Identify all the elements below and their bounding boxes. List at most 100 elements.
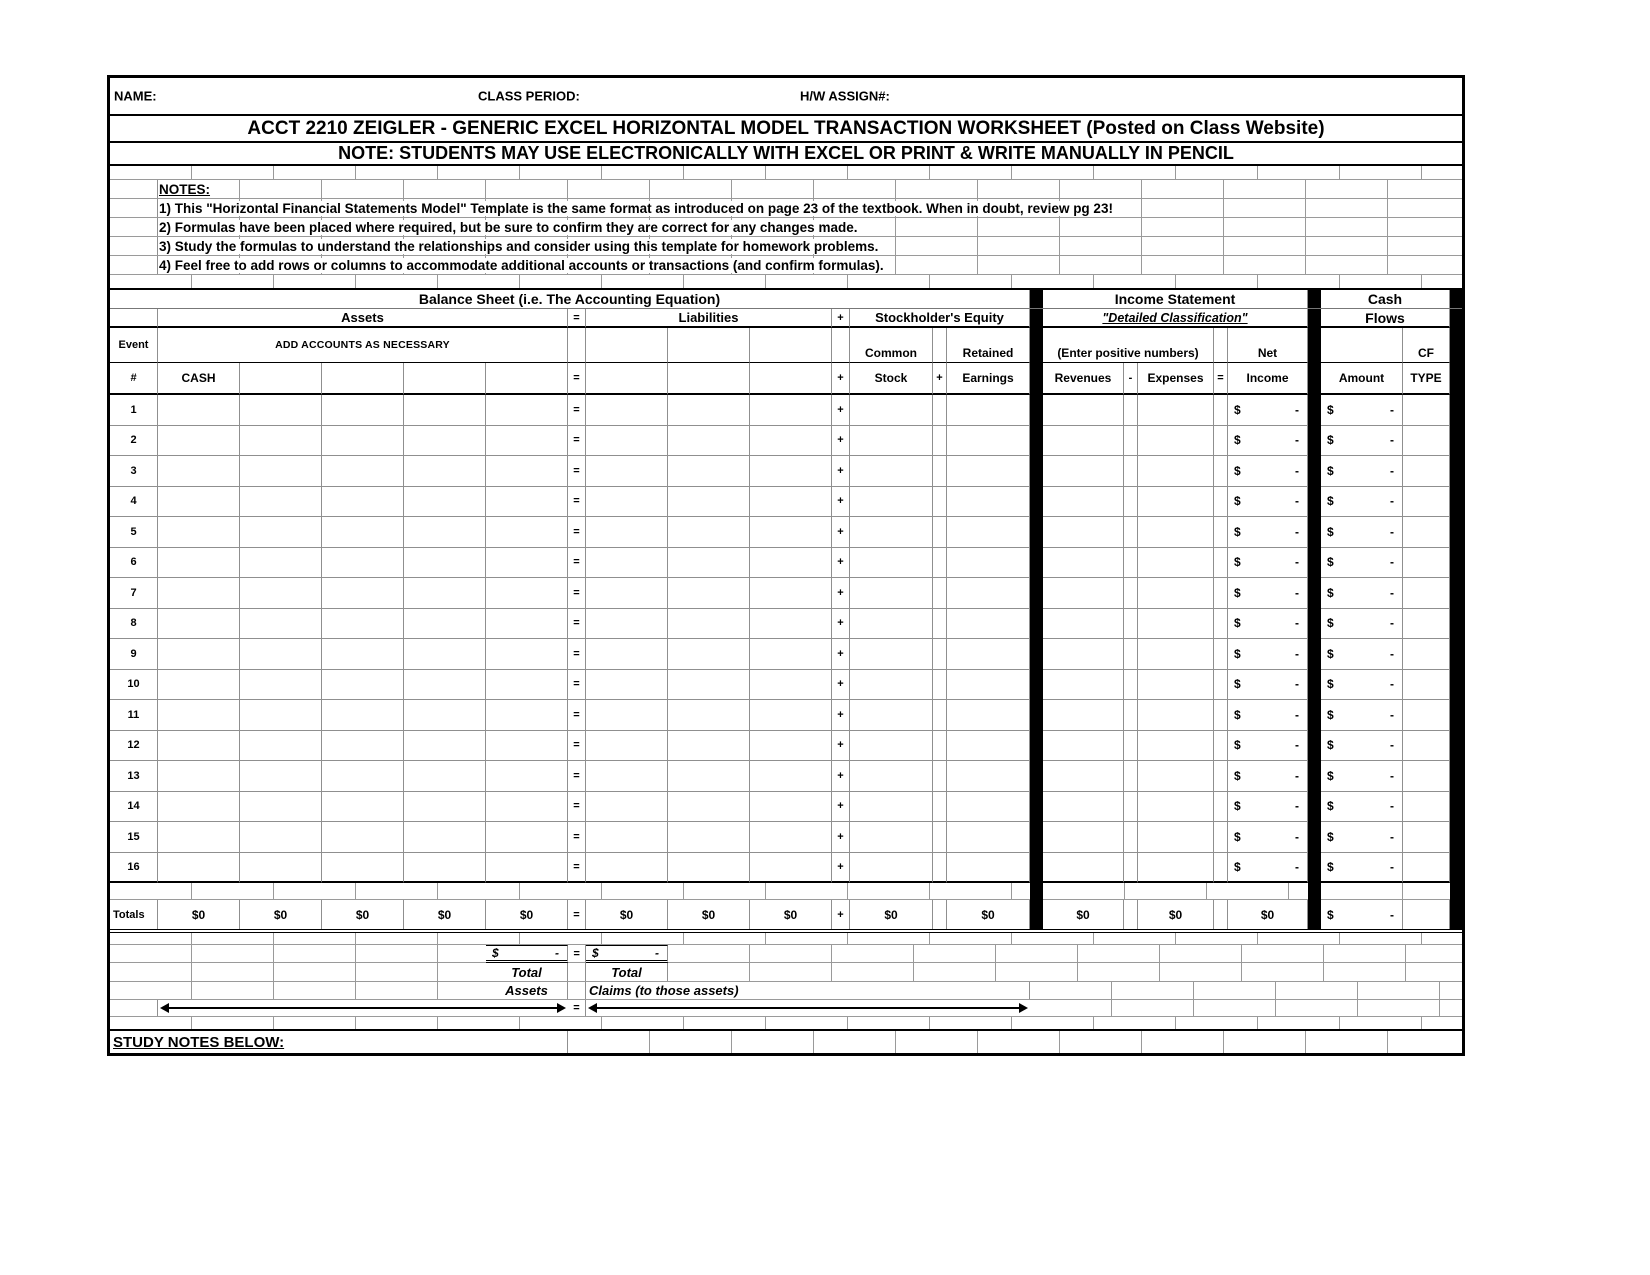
asset-cell[interactable] xyxy=(486,578,568,609)
asset-cell[interactable] xyxy=(322,456,404,487)
asset-cell[interactable] xyxy=(404,517,486,548)
liability-header-cell[interactable] xyxy=(586,363,668,395)
asset-cell[interactable] xyxy=(486,822,568,853)
asset-cell[interactable] xyxy=(240,547,322,578)
asset-cell[interactable] xyxy=(240,822,322,853)
revenues-cell[interactable] xyxy=(1043,791,1124,822)
liability-header-cell[interactable] xyxy=(668,363,750,395)
revenues-cell[interactable] xyxy=(1043,456,1124,487)
asset-header-cell[interactable] xyxy=(404,363,486,395)
asset-cell[interactable] xyxy=(158,791,240,822)
asset-cell[interactable] xyxy=(322,547,404,578)
liability-cell[interactable] xyxy=(750,395,832,426)
common-stock-cell[interactable] xyxy=(850,425,933,456)
liability-cell[interactable] xyxy=(668,852,750,883)
liability-cell[interactable] xyxy=(750,852,832,883)
liability-cell[interactable] xyxy=(586,700,668,731)
asset-cell[interactable] xyxy=(322,761,404,792)
liability-cell[interactable] xyxy=(586,456,668,487)
asset-cell[interactable] xyxy=(158,517,240,548)
cash-flow-type-cell[interactable] xyxy=(1403,791,1450,822)
asset-cell[interactable] xyxy=(404,639,486,670)
liability-cell[interactable] xyxy=(668,578,750,609)
asset-cell[interactable] xyxy=(240,395,322,426)
asset-cell[interactable] xyxy=(158,456,240,487)
retained-earnings-cell[interactable] xyxy=(947,395,1030,426)
asset-cell[interactable] xyxy=(240,730,322,761)
asset-cell[interactable] xyxy=(240,791,322,822)
liability-cell[interactable] xyxy=(750,669,832,700)
asset-cell[interactable] xyxy=(486,486,568,517)
asset-cell[interactable] xyxy=(322,639,404,670)
asset-cell[interactable] xyxy=(158,578,240,609)
liability-cell[interactable] xyxy=(586,730,668,761)
retained-earnings-cell[interactable] xyxy=(947,425,1030,456)
asset-cell[interactable] xyxy=(404,608,486,639)
asset-cell[interactable] xyxy=(404,852,486,883)
cash-flow-type-cell[interactable] xyxy=(1403,517,1450,548)
asset-cell[interactable] xyxy=(486,730,568,761)
common-stock-cell[interactable] xyxy=(850,761,933,792)
retained-earnings-cell[interactable] xyxy=(947,639,1030,670)
retained-earnings-cell[interactable] xyxy=(947,822,1030,853)
asset-cell[interactable] xyxy=(404,761,486,792)
liability-cell[interactable] xyxy=(668,425,750,456)
asset-cell[interactable] xyxy=(158,547,240,578)
expenses-cell[interactable] xyxy=(1138,669,1214,700)
liability-cell[interactable] xyxy=(750,791,832,822)
retained-earnings-cell[interactable] xyxy=(947,791,1030,822)
asset-cell[interactable] xyxy=(486,639,568,670)
expenses-cell[interactable] xyxy=(1138,425,1214,456)
common-stock-cell[interactable] xyxy=(850,730,933,761)
liability-cell[interactable] xyxy=(586,822,668,853)
liability-cell[interactable] xyxy=(750,578,832,609)
liability-cell[interactable] xyxy=(750,700,832,731)
common-stock-cell[interactable] xyxy=(850,608,933,639)
revenues-cell[interactable] xyxy=(1043,822,1124,853)
revenues-cell[interactable] xyxy=(1043,395,1124,426)
common-stock-cell[interactable] xyxy=(850,547,933,578)
revenues-cell[interactable] xyxy=(1043,578,1124,609)
liability-cell[interactable] xyxy=(668,395,750,426)
retained-earnings-cell[interactable] xyxy=(947,761,1030,792)
asset-cell[interactable] xyxy=(404,822,486,853)
liability-cell[interactable] xyxy=(668,639,750,670)
liability-cell[interactable] xyxy=(668,456,750,487)
liability-cell[interactable] xyxy=(668,517,750,548)
asset-cell[interactable] xyxy=(158,486,240,517)
asset-cell[interactable] xyxy=(322,578,404,609)
asset-cell[interactable] xyxy=(322,425,404,456)
expenses-cell[interactable] xyxy=(1138,486,1214,517)
liability-cell[interactable] xyxy=(586,578,668,609)
cash-flow-type-cell[interactable] xyxy=(1403,669,1450,700)
asset-cell[interactable] xyxy=(240,486,322,517)
expenses-cell[interactable] xyxy=(1138,822,1214,853)
revenues-cell[interactable] xyxy=(1043,669,1124,700)
revenues-cell[interactable] xyxy=(1043,761,1124,792)
asset-cell[interactable] xyxy=(322,517,404,548)
asset-cell[interactable] xyxy=(240,578,322,609)
retained-earnings-cell[interactable] xyxy=(947,608,1030,639)
retained-earnings-cell[interactable] xyxy=(947,517,1030,548)
retained-earnings-cell[interactable] xyxy=(947,456,1030,487)
asset-cell[interactable] xyxy=(404,578,486,609)
common-stock-cell[interactable] xyxy=(850,578,933,609)
expenses-cell[interactable] xyxy=(1138,578,1214,609)
cash-flow-type-cell[interactable] xyxy=(1403,456,1450,487)
asset-cell[interactable] xyxy=(486,395,568,426)
revenues-cell[interactable] xyxy=(1043,425,1124,456)
asset-cell[interactable] xyxy=(240,517,322,548)
asset-cell[interactable] xyxy=(486,608,568,639)
liability-cell[interactable] xyxy=(750,639,832,670)
asset-cell[interactable] xyxy=(486,669,568,700)
expenses-cell[interactable] xyxy=(1138,761,1214,792)
asset-cell[interactable] xyxy=(486,791,568,822)
asset-cell[interactable] xyxy=(158,669,240,700)
asset-cell[interactable] xyxy=(486,425,568,456)
liability-cell[interactable] xyxy=(750,608,832,639)
revenues-cell[interactable] xyxy=(1043,608,1124,639)
liability-cell[interactable] xyxy=(668,822,750,853)
liability-cell[interactable] xyxy=(750,822,832,853)
liability-header-cell[interactable] xyxy=(750,363,832,395)
liability-cell[interactable] xyxy=(668,761,750,792)
